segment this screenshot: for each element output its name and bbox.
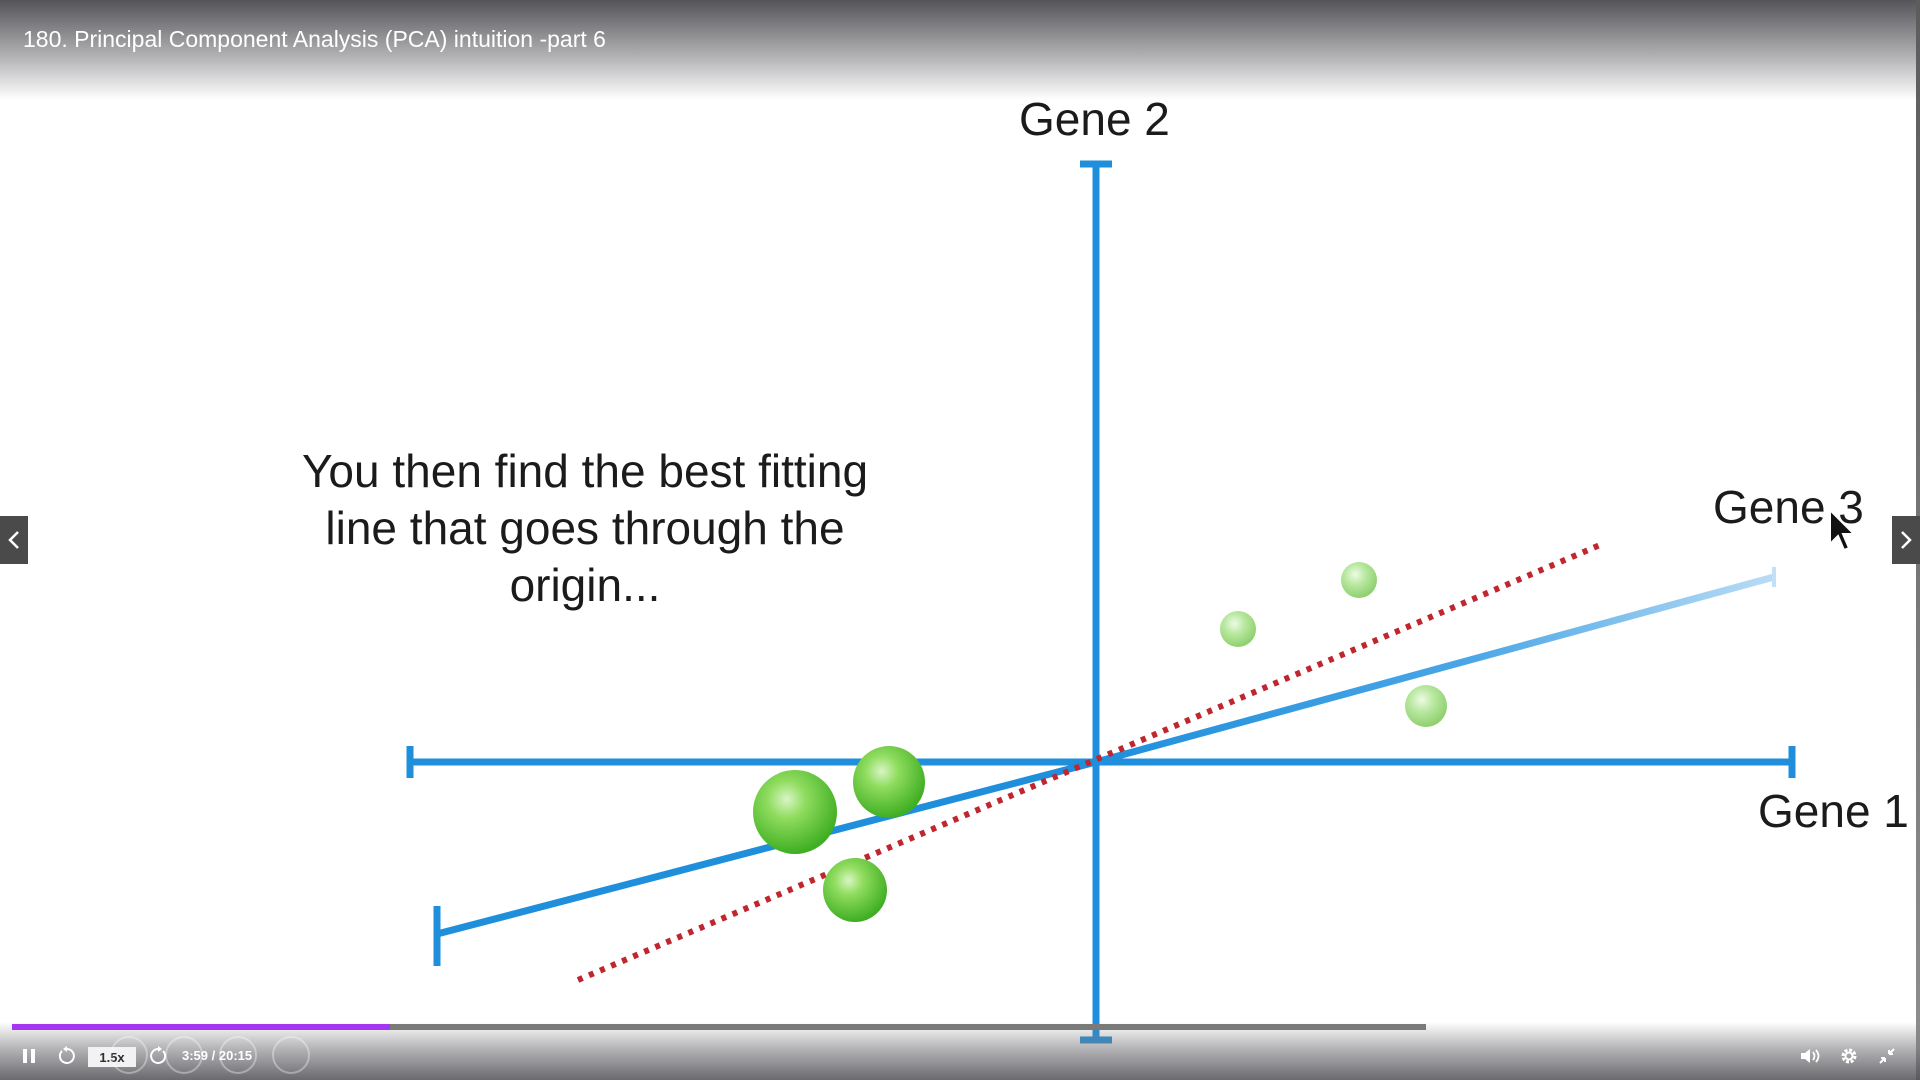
exit-fullscreen-icon bbox=[1879, 1048, 1895, 1064]
settings-button[interactable] bbox=[1837, 1043, 1861, 1069]
slide-caption: You then find the best fitting line that… bbox=[245, 443, 925, 614]
data-point bbox=[753, 770, 837, 854]
gene1-label: Gene 1 bbox=[1758, 785, 1909, 837]
pause-icon bbox=[23, 1049, 35, 1063]
rewind-button[interactable] bbox=[55, 1043, 79, 1069]
chevron-left-icon bbox=[8, 531, 19, 549]
data-point bbox=[1220, 611, 1256, 647]
rewind-5s-icon bbox=[58, 1046, 75, 1064]
caption-line: You then find the best fitting bbox=[301, 445, 869, 497]
caption-line: line that goes through the bbox=[325, 502, 845, 554]
previous-lecture-button[interactable] bbox=[0, 516, 28, 564]
overlay-control-ghost[interactable] bbox=[219, 1036, 257, 1074]
fullscreen-button[interactable] bbox=[1875, 1043, 1899, 1069]
next-lecture-button[interactable] bbox=[1892, 516, 1920, 564]
volume-button[interactable] bbox=[1799, 1043, 1823, 1069]
progress-bar[interactable] bbox=[12, 1024, 1426, 1030]
chevron-right-icon bbox=[1901, 531, 1912, 549]
data-point bbox=[1405, 685, 1447, 727]
overlay-control-ghost[interactable] bbox=[272, 1036, 310, 1074]
overlay-control-ghost[interactable] bbox=[110, 1036, 148, 1074]
data-point bbox=[853, 746, 925, 818]
title-bar: 180. Principal Component Analysis (PCA) … bbox=[0, 0, 1920, 100]
mouse-cursor-icon bbox=[1829, 508, 1857, 552]
control-bar bbox=[0, 1022, 1920, 1080]
caption-line: origin... bbox=[509, 559, 661, 611]
best-fit-line bbox=[576, 542, 1602, 983]
overlay-control-ghost[interactable] bbox=[165, 1036, 203, 1074]
gear-icon bbox=[1841, 1048, 1857, 1064]
data-point bbox=[1341, 562, 1377, 598]
pause-button[interactable] bbox=[18, 1043, 40, 1069]
gene3-axis-far bbox=[1095, 573, 1775, 766]
volume-icon bbox=[1801, 1049, 1820, 1063]
gene3-axis-near bbox=[436, 758, 1097, 938]
gene2-label: Gene 2 bbox=[1019, 93, 1170, 145]
progress-bar-played bbox=[12, 1024, 390, 1030]
data-point bbox=[823, 858, 887, 922]
video-title: 180. Principal Component Analysis (PCA) … bbox=[23, 26, 606, 52]
